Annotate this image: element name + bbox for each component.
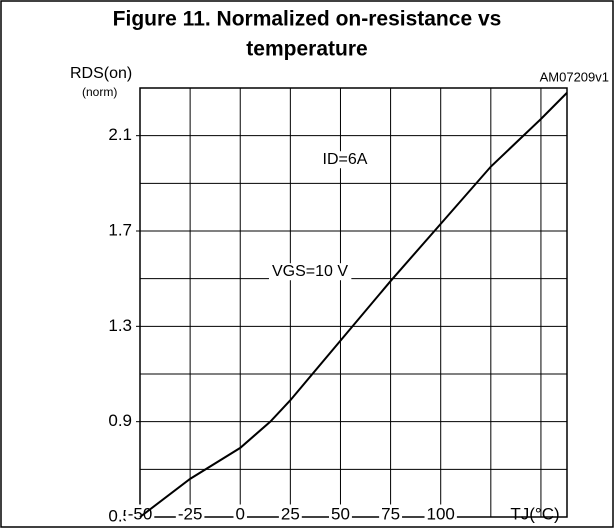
x-tick-label: 0 bbox=[236, 504, 245, 523]
plot-area bbox=[139, 87, 568, 518]
label-background bbox=[508, 504, 562, 524]
label-background bbox=[233, 504, 247, 524]
x-tick-label: 50 bbox=[331, 504, 350, 523]
figure-code: AM07209v1 bbox=[540, 69, 609, 84]
y-tick-label: 0.9 bbox=[108, 411, 132, 430]
x-tick-label: 100 bbox=[427, 504, 455, 523]
label-background bbox=[329, 504, 352, 524]
label-background bbox=[424, 504, 457, 524]
y-tick-label: 1.7 bbox=[108, 220, 132, 239]
x-tick-label: 25 bbox=[281, 504, 300, 523]
line bbox=[139, 92, 568, 518]
x-axis-label: TJ(°C) bbox=[510, 504, 559, 523]
annotation-background bbox=[319, 151, 371, 169]
y-tick-label: 1.3 bbox=[108, 316, 132, 335]
y-tick-label: 2.1 bbox=[108, 125, 132, 144]
label-background bbox=[175, 504, 205, 524]
x-tick-label: 75 bbox=[381, 504, 400, 523]
annotation: VGS=10 V bbox=[272, 263, 348, 280]
label-background bbox=[379, 504, 403, 524]
label-background bbox=[125, 504, 155, 524]
y-axis-unit: (norm) bbox=[82, 85, 117, 99]
label-background bbox=[278, 504, 302, 524]
annotation-background bbox=[268, 263, 352, 281]
chart-subtitle: temperature bbox=[246, 38, 367, 61]
chart-title: Figure 11. Normalized on-resistance vs bbox=[113, 8, 502, 31]
x-tick-label: -50 bbox=[128, 504, 153, 523]
x-tick-label: -25 bbox=[178, 504, 203, 523]
annotation: ID=6A bbox=[323, 151, 368, 168]
y-axis-label: RDS(on) bbox=[70, 65, 132, 82]
